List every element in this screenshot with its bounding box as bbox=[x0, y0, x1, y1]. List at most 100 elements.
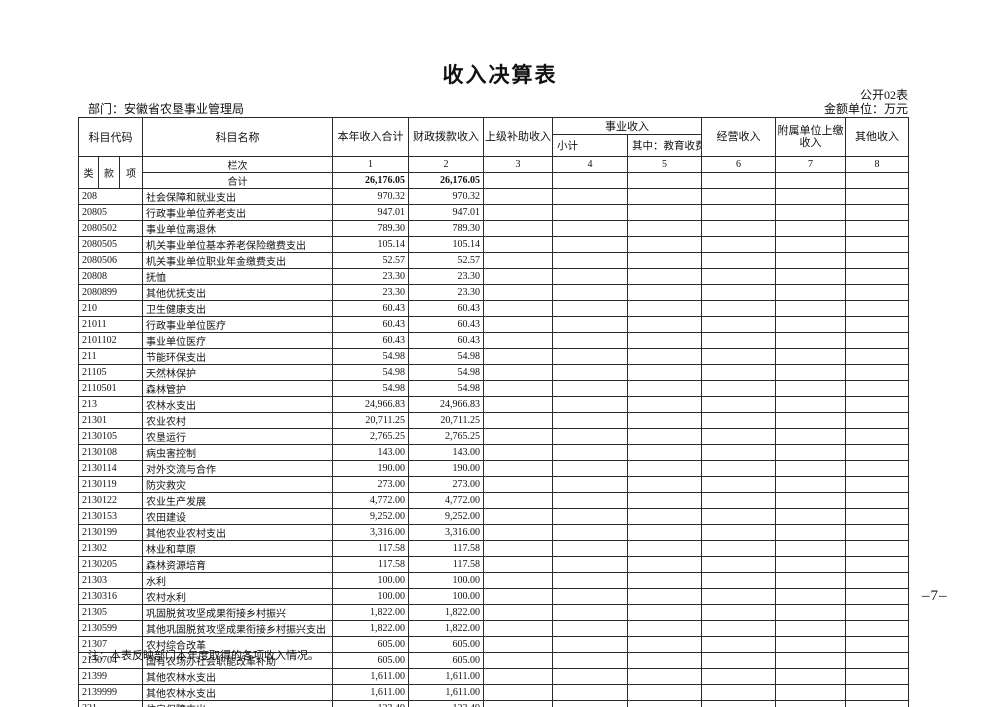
empty-cell bbox=[552, 444, 628, 461]
empty-cell bbox=[483, 348, 553, 365]
name-cell: 农业生产发展 bbox=[142, 492, 333, 509]
table-row: 2130199 其他农业农村支出 3,316.00 3,316.00 bbox=[78, 524, 909, 541]
empty-cell bbox=[845, 700, 909, 707]
annual-total-cell: 23.30 bbox=[332, 284, 409, 301]
name-cell: 卫生健康支出 bbox=[142, 300, 333, 317]
empty-cell bbox=[701, 700, 776, 707]
code-cell: 21399 bbox=[78, 668, 143, 685]
empty-cell bbox=[627, 444, 702, 461]
header-subject-code: 科目代码 bbox=[78, 117, 143, 157]
empty-cell bbox=[552, 268, 628, 285]
empty-cell bbox=[552, 220, 628, 237]
column-index-row: 类 款 项 栏次 1 2 3 4 5 6 7 8 bbox=[78, 156, 909, 189]
empty-cell bbox=[483, 236, 553, 253]
table-row: 2130122 农业生产发展 4,772.00 4,772.00 bbox=[78, 492, 909, 509]
empty-cell bbox=[627, 172, 702, 189]
annual-total-cell: 52.57 bbox=[332, 252, 409, 269]
empty-cell bbox=[483, 572, 553, 589]
empty-cell bbox=[483, 396, 553, 413]
fiscal-grant-cell: 100.00 bbox=[408, 572, 484, 589]
code-cell: 2130205 bbox=[78, 556, 143, 573]
fiscal-grant-cell: 23.30 bbox=[408, 268, 484, 285]
code-cell: 2130316 bbox=[78, 588, 143, 605]
table-row: 2080502 事业单位离退休 789.30 789.30 bbox=[78, 220, 909, 237]
empty-cell bbox=[775, 476, 846, 493]
fiscal-grant-cell: 117.58 bbox=[408, 540, 484, 557]
name-cell: 巩固脱贫攻坚成果衔接乡村振兴 bbox=[142, 604, 333, 621]
column-number: 1 bbox=[332, 156, 409, 173]
empty-cell bbox=[775, 284, 846, 301]
header-affiliated-unit-income: 附属单位上缴收入 bbox=[775, 117, 846, 157]
empty-cell bbox=[552, 540, 628, 557]
empty-cell bbox=[627, 556, 702, 573]
table-row: 2130105 农垦运行 2,765.25 2,765.25 bbox=[78, 428, 909, 445]
empty-cell bbox=[701, 460, 776, 477]
empty-cell bbox=[775, 172, 846, 189]
empty-cell bbox=[552, 460, 628, 477]
fiscal-grant-cell: 23.30 bbox=[408, 284, 484, 301]
header-row-2: 小计 其中：教育收费 bbox=[79, 134, 909, 157]
empty-cell bbox=[627, 284, 702, 301]
table-row: 20808 抚恤 23.30 23.30 bbox=[78, 268, 909, 285]
empty-cell bbox=[483, 620, 553, 637]
code-cell: 2080899 bbox=[78, 284, 143, 301]
empty-cell bbox=[552, 636, 628, 653]
code-cell: 2130108 bbox=[78, 444, 143, 461]
empty-cell bbox=[552, 684, 628, 701]
annual-total-cell: 789.30 bbox=[332, 220, 409, 237]
annual-total-cell: 190.00 bbox=[332, 460, 409, 477]
annual-total-cell: 117.58 bbox=[332, 540, 409, 557]
empty-cell bbox=[701, 588, 776, 605]
fiscal-grant-cell: 1,822.00 bbox=[408, 604, 484, 621]
table-row: 210 卫生健康支出 60.43 60.43 bbox=[78, 300, 909, 317]
empty-cell bbox=[775, 428, 846, 445]
empty-cell bbox=[552, 364, 628, 381]
empty-cell bbox=[627, 492, 702, 509]
name-cell: 行政事业单位养老支出 bbox=[142, 204, 333, 221]
empty-cell bbox=[845, 540, 909, 557]
empty-cell bbox=[701, 364, 776, 381]
fiscal-grant-cell: 54.98 bbox=[408, 380, 484, 397]
department-label: 部门：安徽省农垦事业管理局 bbox=[88, 102, 245, 116]
empty-cell bbox=[483, 556, 553, 573]
empty-cell bbox=[845, 252, 909, 269]
column-number: 8 bbox=[845, 156, 909, 173]
empty-cell bbox=[775, 300, 846, 317]
code-cell: 2130105 bbox=[78, 428, 143, 445]
empty-cell bbox=[775, 588, 846, 605]
lanci-label: 栏次 bbox=[142, 156, 333, 173]
empty-cell bbox=[552, 700, 628, 707]
empty-cell bbox=[627, 524, 702, 541]
code-cell: 2130199 bbox=[78, 524, 143, 541]
table-row: 21301 农业农村 20,711.25 20,711.25 bbox=[78, 412, 909, 429]
empty-cell bbox=[701, 188, 776, 205]
fiscal-grant-cell: 190.00 bbox=[408, 460, 484, 477]
empty-cell bbox=[552, 588, 628, 605]
fiscal-grant-cell: 1,822.00 bbox=[408, 620, 484, 637]
empty-cell bbox=[701, 252, 776, 269]
empty-cell bbox=[775, 636, 846, 653]
fiscal-grant-cell: 4,772.00 bbox=[408, 492, 484, 509]
empty-cell bbox=[627, 684, 702, 701]
header-operating-income: 经营收入 bbox=[701, 117, 776, 157]
empty-cell bbox=[845, 604, 909, 621]
table-row: 20805 行政事业单位养老支出 947.01 947.01 bbox=[78, 204, 909, 221]
empty-cell bbox=[552, 332, 628, 349]
empty-cell bbox=[845, 284, 909, 301]
empty-cell bbox=[775, 540, 846, 557]
empty-cell bbox=[845, 620, 909, 637]
empty-cell bbox=[775, 252, 846, 269]
empty-cell bbox=[701, 428, 776, 445]
annual-total-cell: 54.98 bbox=[332, 348, 409, 365]
empty-cell bbox=[701, 172, 776, 189]
annual-total-cell: 273.00 bbox=[332, 476, 409, 493]
empty-cell bbox=[845, 172, 909, 189]
empty-cell bbox=[627, 700, 702, 707]
annual-total-cell: 1,611.00 bbox=[332, 684, 409, 701]
table-row: 221住房保障支出123.49123.49 bbox=[78, 700, 909, 707]
fiscal-grant-cell: 605.00 bbox=[408, 636, 484, 653]
empty-cell bbox=[845, 204, 909, 221]
table-row: 2130599 其他巩固脱贫攻坚成果衔接乡村振兴支出 1,822.00 1,822.0… bbox=[78, 620, 909, 637]
empty-cell bbox=[701, 572, 776, 589]
empty-cell bbox=[845, 668, 909, 685]
